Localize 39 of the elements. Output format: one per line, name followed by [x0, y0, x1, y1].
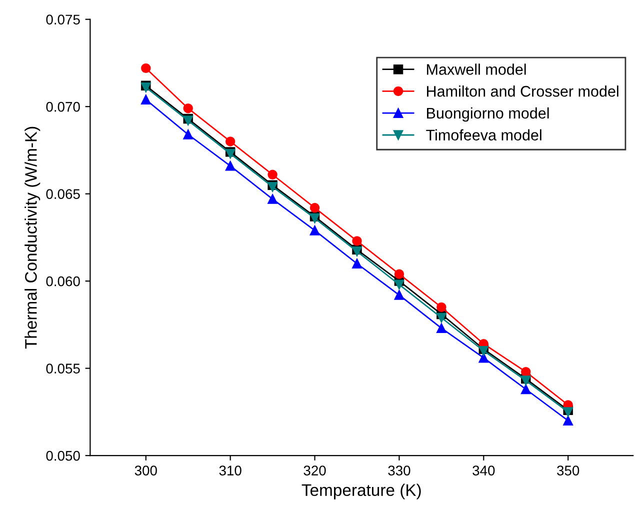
y-tick-label: 0.075 [46, 14, 80, 25]
point [394, 269, 404, 279]
x-tick-label: 320 [304, 466, 326, 476]
y-tick-label: 0.050 [46, 450, 80, 461]
point [225, 161, 236, 171]
x-tick-label: 310 [219, 466, 242, 476]
x-tick-label: 330 [388, 466, 410, 476]
point [394, 290, 404, 300]
point [521, 384, 531, 394]
y-tick-label: 0.070 [46, 102, 80, 112]
point [141, 94, 151, 104]
point [183, 103, 193, 114]
point [436, 312, 446, 323]
x-axis-title: Temperature (K) [302, 484, 421, 500]
x-tick-label: 340 [472, 466, 495, 476]
point [183, 130, 193, 140]
point [352, 236, 362, 246]
point [225, 136, 236, 146]
x-tick-label: 300 [134, 466, 157, 476]
y-tick-label: 0.055 [46, 364, 80, 374]
point [141, 63, 151, 74]
legend-label: Buongiorno model [427, 107, 549, 122]
point [352, 258, 362, 268]
x-tick-label: 350 [557, 466, 580, 476]
legend-label: Maxwell model [427, 64, 526, 75]
point [394, 280, 404, 290]
point [310, 226, 320, 236]
y-tick-label: 0.065 [46, 189, 80, 199]
y-tick-label: 0.060 [46, 276, 80, 286]
point [521, 366, 531, 377]
legend-label: Timofeeva model [426, 129, 542, 140]
point [436, 302, 446, 312]
point [563, 416, 573, 426]
point [268, 170, 278, 180]
point [268, 194, 278, 204]
y-axis-title: Thermal Conductivity (W/m-K) [24, 126, 40, 349]
point [436, 323, 446, 334]
point [310, 202, 320, 213]
legend-label: Hamilton and Crosser model [427, 86, 618, 97]
